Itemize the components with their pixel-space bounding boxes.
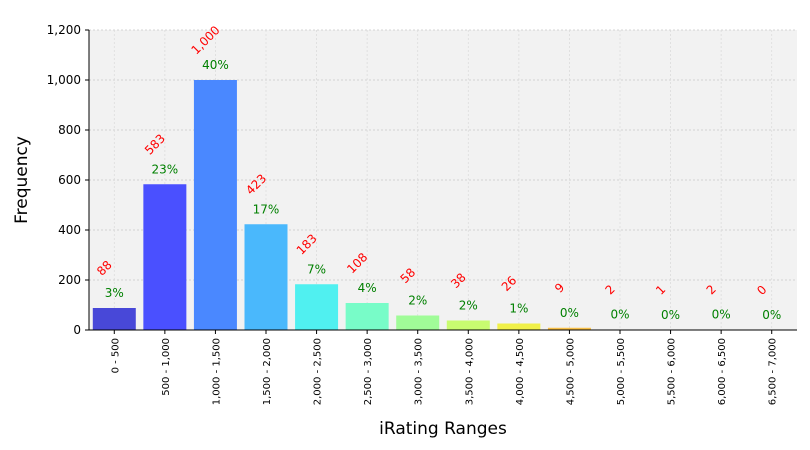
bar <box>193 80 237 330</box>
percent-label: 7% <box>307 262 326 276</box>
x-tick-label: 3,000 - 3,500 <box>414 338 425 405</box>
percent-label: 17% <box>253 202 280 216</box>
bar <box>295 284 339 330</box>
percent-label: 23% <box>152 162 179 176</box>
percent-label: 4% <box>358 281 377 295</box>
x-tick-label: 0 - 500 <box>110 338 121 373</box>
x-tick-label: 1,000 - 1,500 <box>211 338 222 405</box>
x-tick-label: 4,500 - 5,000 <box>565 338 576 405</box>
percent-label: 2% <box>459 299 478 313</box>
bar <box>446 320 490 330</box>
x-tick-label: 2,500 - 3,000 <box>363 338 374 405</box>
y-tick-label: 800 <box>58 123 81 137</box>
x-tick-label: 5,000 - 5,500 <box>616 338 627 405</box>
x-axis-label: iRating Ranges <box>379 419 507 439</box>
x-tick-label: 500 - 1,000 <box>161 338 172 396</box>
percent-label: 3% <box>105 286 124 300</box>
percent-label: 0% <box>762 308 781 322</box>
y-tick-label: 200 <box>58 273 81 287</box>
bar <box>497 323 541 330</box>
bar <box>92 308 136 330</box>
bar <box>396 315 440 330</box>
x-tick-label: 4,000 - 4,500 <box>515 338 526 405</box>
y-tick-label: 400 <box>58 223 81 237</box>
percent-label: 1% <box>509 302 528 316</box>
bar <box>345 303 389 330</box>
x-tick-label: 1,500 - 2,000 <box>262 338 273 405</box>
bar <box>143 184 187 330</box>
y-tick-label: 0 <box>73 323 81 337</box>
percent-label: 40% <box>202 58 229 72</box>
x-tick-label: 3,500 - 4,000 <box>464 338 475 405</box>
percent-label: 2% <box>408 294 427 308</box>
y-tick-label: 1,000 <box>47 73 81 87</box>
x-tick-label: 5,500 - 6,000 <box>667 338 678 405</box>
y-axis-label: Frequency <box>12 136 32 224</box>
x-tick-label: 6,000 - 6,500 <box>717 338 728 405</box>
percent-label: 0% <box>610 308 629 322</box>
bar <box>547 327 591 330</box>
y-tick-label: 600 <box>58 173 81 187</box>
y-tick-label: 1,200 <box>47 23 81 37</box>
bar <box>244 224 288 330</box>
percent-label: 0% <box>712 308 731 322</box>
x-tick-label: 6,500 - 7,000 <box>768 338 779 405</box>
percent-label: 0% <box>560 306 579 320</box>
percent-label: 0% <box>661 308 680 322</box>
x-tick-label: 2,000 - 2,500 <box>313 338 324 405</box>
